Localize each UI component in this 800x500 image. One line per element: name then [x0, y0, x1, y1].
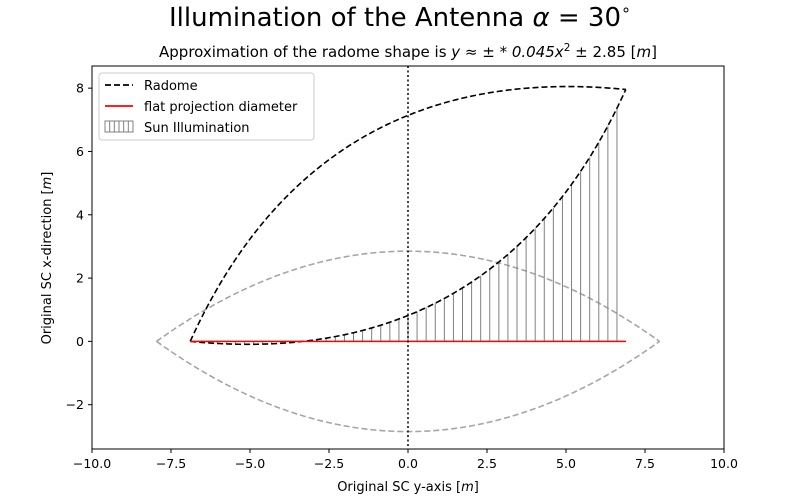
- axes: −10.0 −7.5 −5.0 −2.5 0.0 2.5 5.0 7.5 10.0 −2 0 2 4 6 8: [66, 65, 738, 471]
- legend-illumination-label: Sun Illumination: [144, 121, 250, 136]
- y-tick-label: 8: [76, 81, 84, 96]
- y-tick-label: 4: [76, 207, 84, 222]
- x-tick-label: 5.0: [556, 456, 576, 471]
- chart-subtitle: Approximation of the radome shape is y ≈…: [159, 42, 657, 61]
- x-tick-label: 10.0: [710, 456, 738, 471]
- x-axis-label: Original SC y-axis [m]: [337, 480, 479, 495]
- radome-upper-curve: [189, 85, 626, 342]
- chart-title: Illumination of the Antenna α = 30∘: [169, 0, 631, 33]
- radome-lower-curve: [190, 89, 627, 346]
- y-tick-label: 0: [76, 334, 84, 349]
- x-tick-label: 7.5: [635, 456, 655, 471]
- y-axis-label: Original SC x-direction [m]: [40, 172, 55, 345]
- y-tick-label: −2: [66, 397, 84, 412]
- y-tick-label: 2: [76, 271, 84, 286]
- legend-projection-label: flat projection diameter: [144, 100, 298, 115]
- legend: Radome flat projection diameter Sun Illu…: [98, 72, 315, 141]
- y-tick-label: 6: [76, 144, 84, 159]
- x-tick-label: 0.0: [398, 456, 418, 471]
- x-tick-label: −10.0: [73, 456, 111, 471]
- legend-frame: [98, 72, 315, 141]
- x-tick-label: −7.5: [156, 456, 186, 471]
- legend-radome-label: Radome: [144, 79, 198, 94]
- plot-area: [155, 66, 661, 449]
- x-tick-label: 2.5: [477, 456, 497, 471]
- legend-illumination-swatch: [104, 120, 134, 133]
- x-tick-label: −5.0: [235, 456, 265, 471]
- x-tick-label: −2.5: [314, 456, 344, 471]
